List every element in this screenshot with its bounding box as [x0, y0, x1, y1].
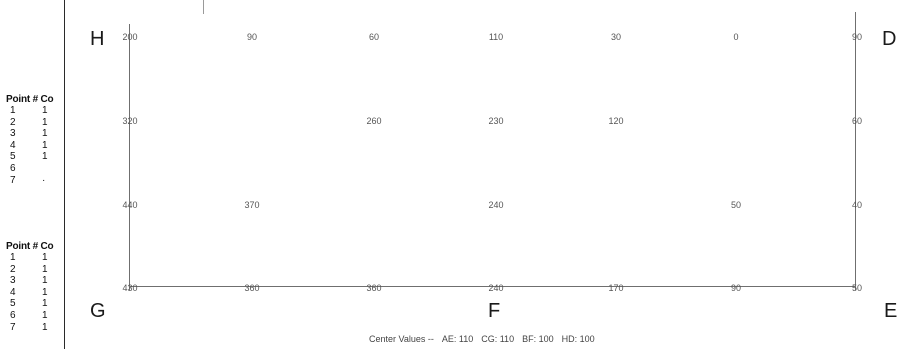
grid-cell[interactable]: 50	[730, 200, 742, 210]
center-value-hd: HD: 100	[561, 334, 595, 344]
point-number: 3	[10, 275, 16, 287]
table-row[interactable]: 6	[6, 162, 64, 175]
center-value-ae: AE: 110	[441, 334, 474, 344]
grid-cell[interactable]: 240	[488, 283, 504, 293]
corner-label-f: F	[488, 300, 501, 322]
point-number: 5	[10, 151, 16, 163]
point-number: 1	[10, 252, 16, 263]
grid-cell[interactable]: 370	[244, 200, 260, 210]
point-number: 4	[10, 286, 16, 298]
point-number: 2	[10, 116, 16, 128]
grid-bottom-line	[129, 286, 856, 287]
point-value: 1	[42, 263, 48, 275]
point-value: 1	[42, 252, 48, 263]
grid-cell[interactable]: 60	[368, 32, 380, 42]
point-value: 1	[42, 116, 48, 128]
grid-cell[interactable]: 30	[610, 32, 622, 42]
center-value-cg: CG: 110	[481, 334, 515, 344]
grid-cell[interactable]: 120	[608, 116, 624, 126]
grid-left-line	[129, 24, 130, 290]
point-number: 7	[10, 174, 16, 186]
grid-cell[interactable]: 40	[851, 200, 863, 210]
grid-cell[interactable]: 90	[851, 32, 863, 42]
point-value: 1	[42, 298, 48, 310]
center-values-footer: Center Values -- AE: 110 CG: 110 BF: 100 HD:…	[369, 334, 603, 344]
grid-right-line	[855, 12, 856, 290]
grid-cell[interactable]: 430	[122, 283, 138, 293]
grid-cell[interactable]: 90	[730, 283, 742, 293]
grid-cell[interactable]: 230	[488, 116, 504, 126]
point-number: 6	[10, 162, 16, 174]
point-value: 1	[42, 128, 48, 140]
grid-cell[interactable]: 90	[246, 32, 258, 42]
point-number: 6	[10, 309, 16, 321]
point-number: 2	[10, 263, 16, 275]
point-number: 5	[10, 298, 16, 310]
table-row[interactable]: 7 ·	[6, 174, 64, 187]
grid-cell[interactable]: 170	[608, 283, 624, 293]
point-number: 1	[10, 105, 16, 116]
corner-label-d: D	[882, 28, 897, 50]
point-table-header: Point # Co	[6, 241, 54, 252]
point-value: 1	[42, 309, 48, 321]
grid-cell[interactable]: 60	[851, 116, 863, 126]
center-values-label: Center Values --	[369, 334, 434, 344]
grid-cell[interactable]: 260	[366, 116, 382, 126]
corner-label-g: G	[90, 300, 106, 322]
point-number: 7	[10, 321, 16, 333]
scroll-tick	[203, 0, 204, 14]
grid-cell[interactable]: 320	[122, 116, 138, 126]
point-value: 1	[42, 151, 48, 163]
corner-label-h: H	[90, 28, 105, 50]
center-value-bf: BF: 100	[522, 334, 554, 344]
point-number: 4	[10, 139, 16, 151]
point-value: 1	[42, 139, 48, 151]
grid-cell[interactable]: 360	[244, 283, 260, 293]
grid-cell[interactable]: 200	[122, 32, 138, 42]
point-value: 1	[42, 286, 48, 298]
point-value: 1	[42, 321, 48, 333]
grid-cell[interactable]: 440	[122, 200, 138, 210]
point-value: ·	[42, 174, 46, 186]
grid-cell[interactable]: 0	[733, 32, 739, 42]
grid-cell[interactable]: 50	[851, 283, 863, 293]
point-value: 1	[42, 275, 48, 287]
grid-cell[interactable]: 110	[488, 32, 504, 42]
corner-label-e: E	[884, 300, 898, 322]
point-table-header: Point # Co	[6, 94, 54, 105]
grid-cell[interactable]: 240	[488, 200, 504, 210]
point-value: 1	[42, 105, 48, 116]
point-number: 3	[10, 128, 16, 140]
grid-cell[interactable]: 360	[366, 283, 382, 293]
